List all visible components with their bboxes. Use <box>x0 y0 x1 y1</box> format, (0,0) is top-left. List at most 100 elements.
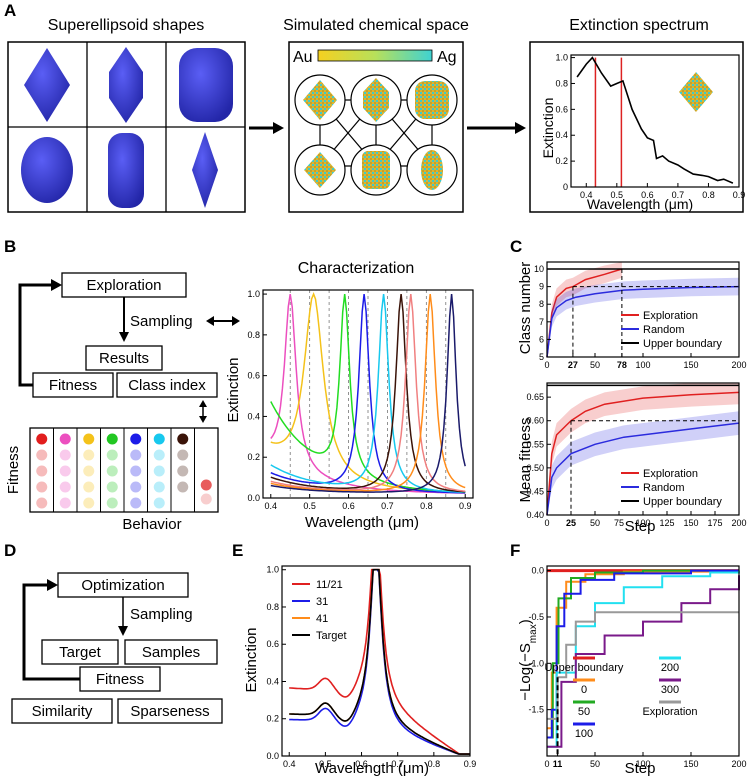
behavior-dot <box>177 433 189 445</box>
spectrum-particle <box>679 72 713 112</box>
f-legend-label: 200 <box>661 662 679 674</box>
panel-label-e: E <box>232 541 243 560</box>
panel-label-a: A <box>4 1 16 20</box>
f-legend-label: 300 <box>661 684 679 696</box>
behavior-dot <box>153 497 165 509</box>
characterization-title: Characterization <box>298 260 415 277</box>
f-series-200 <box>547 570 740 748</box>
behavior-dot <box>36 497 48 509</box>
c1-ytick-label: 10 <box>534 264 544 274</box>
a-ytick-label: 0.8 <box>555 78 568 88</box>
spectrum-line <box>576 56 734 184</box>
e-xtick-label: 0.5 <box>319 759 332 769</box>
f-legend-label: 0 <box>581 684 587 696</box>
b-xtick-label: 0.7 <box>381 501 394 511</box>
c2-xtick-label: 150 <box>683 518 698 528</box>
octahedron-shape <box>24 48 70 122</box>
e-xtick-label: 0.7 <box>391 759 404 769</box>
legend-label: Upper boundary <box>643 496 722 508</box>
c2-xtick-label: 125 <box>659 518 674 528</box>
behavior-dot <box>59 465 71 477</box>
line-Exploration <box>546 391 740 516</box>
c-ylabel-top: Class number <box>517 262 534 355</box>
c2-ytick-label: 0.40 <box>526 510 544 520</box>
behavior-dot <box>130 465 142 477</box>
band-Random <box>547 411 739 515</box>
a-xtick-label: 0.6 <box>641 190 654 200</box>
behavior-dot <box>177 449 189 461</box>
behavior-dot <box>36 481 48 493</box>
spectrum-title: Extinction spectrum <box>569 17 709 34</box>
b-ytick-label: 0.0 <box>247 493 260 503</box>
b-ytick-label: 0.2 <box>247 452 260 462</box>
legend-label: Upper boundary <box>643 338 722 350</box>
class-index-box: Class index <box>128 377 206 394</box>
e-legend-label: 41 <box>316 613 328 625</box>
behavior-dot <box>83 433 95 445</box>
c1-xtick-label: 0 <box>544 360 549 370</box>
behavior-dot <box>83 481 95 493</box>
behavior-dot <box>200 493 212 505</box>
b-xtick-label: 0.9 <box>459 501 472 511</box>
panel-label-b: B <box>4 237 16 256</box>
panel-label-c: C <box>510 237 522 256</box>
f-series-50 <box>547 569 739 739</box>
au-ag-colorbar <box>317 49 433 62</box>
au-label: Au <box>293 49 313 66</box>
b-ytick-label: 0.6 <box>247 371 260 381</box>
behavior-dot <box>83 497 95 509</box>
char-series-cyan <box>270 294 466 494</box>
c2-xtick-label: 25 <box>566 518 576 528</box>
grid-xlabel: Behavior <box>122 516 181 533</box>
c2-xtick-label: 200 <box>731 518 746 528</box>
shapes-grid <box>7 41 246 213</box>
char-series-navy <box>270 294 466 493</box>
c2-xtick-label: 100 <box>635 518 650 528</box>
behavior-dot <box>130 481 142 493</box>
c2-xtick-label: 175 <box>707 518 722 528</box>
arrow-a1 <box>249 122 284 134</box>
b-flowchart: Exploration Sampling Results Fitness Cla… <box>18 272 240 423</box>
behavior-dot <box>130 497 142 509</box>
c1-ytick-label: 5 <box>539 352 544 362</box>
chem-title: Simulated chemical space <box>283 17 469 34</box>
behavior-dot <box>106 481 118 493</box>
f-legend-label: 50 <box>578 706 590 718</box>
b-xlabel: Wavelength (μm) <box>305 514 419 531</box>
c2-xtick-label: 75 <box>614 518 624 528</box>
grid-ylabel: Fitness <box>5 446 22 494</box>
behavior-dot <box>59 481 71 493</box>
bipyramid-shape <box>109 47 143 123</box>
e-ytick-label: 0.8 <box>266 602 279 612</box>
cube-rounded-shape <box>179 48 233 122</box>
f-legend-label: 100 <box>575 728 593 740</box>
behavior-dot <box>130 449 142 461</box>
c-ylabel-bottom: Mean fitness <box>517 417 534 502</box>
behavior-dot <box>106 449 118 461</box>
f-ylabel: −Log(−Smax) <box>517 619 539 700</box>
line-Random <box>546 285 740 358</box>
behavior-dot <box>36 449 48 461</box>
a-xtick-label: 0.7 <box>672 190 685 200</box>
f-xtick-label: 50 <box>590 759 600 769</box>
c1-xtick-label: 100 <box>635 360 650 370</box>
behavior-dot <box>36 433 48 445</box>
c2-xtick-label: 0 <box>544 518 549 528</box>
behavior-dot <box>106 465 118 477</box>
b-xtick-label: 0.5 <box>303 501 316 511</box>
e-ytick-label: 0.6 <box>266 639 279 649</box>
behavior-dot <box>177 465 189 477</box>
behavior-dot <box>59 497 71 509</box>
similarity-chart: 0 11 50 100 150 200 0.0 -0.5 -1.0 -1.5 Upper bound… <box>528 565 747 769</box>
behavior-dot <box>153 481 165 493</box>
a-ytick-label: 0.2 <box>555 156 568 166</box>
f-series-300 <box>547 575 740 748</box>
d-sampling-label: Sampling <box>130 606 193 623</box>
line-Random <box>546 422 740 516</box>
e-ytick-label: 1.0 <box>266 565 279 575</box>
behavior-dot <box>153 433 165 445</box>
c1-ytick-label: 8 <box>539 299 544 309</box>
a-ylabel: Extinction <box>540 98 556 159</box>
legend-label: Exploration <box>643 310 698 322</box>
c2-ytick-label: 0.50 <box>526 463 544 473</box>
